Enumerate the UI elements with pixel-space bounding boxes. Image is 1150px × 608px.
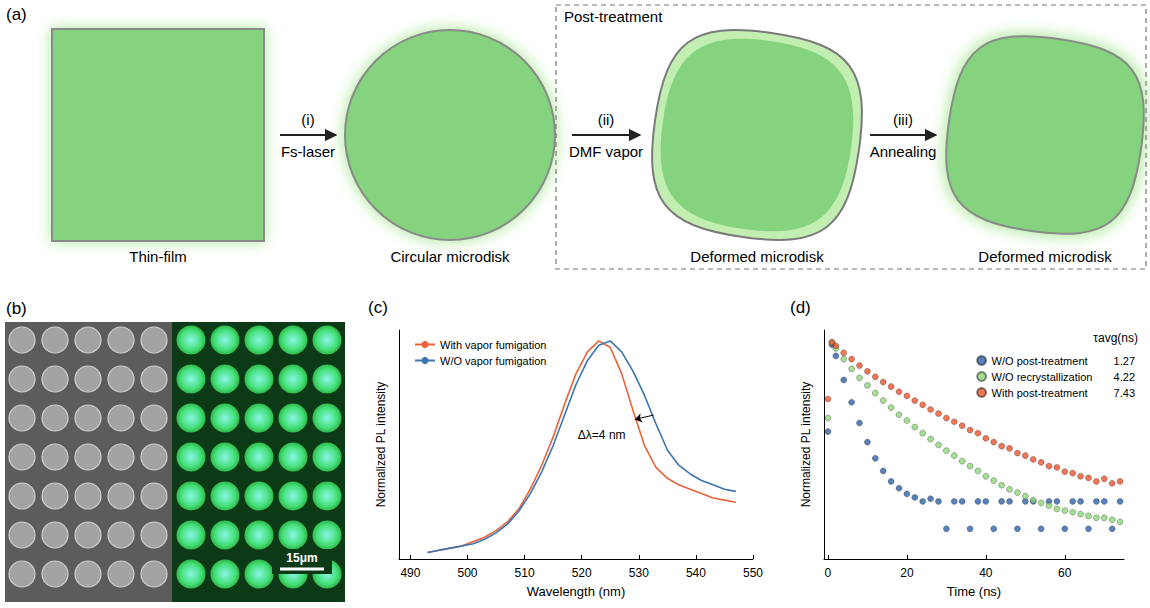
svg-text:7.43: 7.43 bbox=[1114, 387, 1135, 399]
svg-text:Deformed microdisk: Deformed microdisk bbox=[690, 248, 824, 265]
svg-text:(ii): (ii) bbox=[598, 111, 615, 128]
svg-text:W/O recrystallization: W/O recrystallization bbox=[992, 371, 1093, 383]
svg-text:(a): (a) bbox=[6, 5, 27, 24]
svg-text:550: 550 bbox=[743, 566, 763, 580]
svg-text:Δλ=4 nm: Δλ=4 nm bbox=[578, 428, 626, 442]
svg-text:40: 40 bbox=[979, 566, 993, 580]
svg-text:500: 500 bbox=[458, 566, 478, 580]
svg-text:W/O vapor fumigation: W/O vapor fumigation bbox=[440, 355, 546, 367]
svg-text:Normalized PL intensity: Normalized PL intensity bbox=[374, 382, 388, 508]
svg-text:20: 20 bbox=[900, 566, 914, 580]
svg-text:Thin-film: Thin-film bbox=[129, 248, 187, 265]
svg-text:τavg(ns): τavg(ns) bbox=[1093, 331, 1138, 345]
svg-text:Deformed microdisk: Deformed microdisk bbox=[978, 248, 1112, 265]
svg-text:0: 0 bbox=[825, 566, 832, 580]
svg-text:Post-treatment: Post-treatment bbox=[564, 8, 663, 25]
svg-text:510: 510 bbox=[515, 566, 535, 580]
svg-text:(iii): (iii) bbox=[893, 111, 913, 128]
svg-text:60: 60 bbox=[1058, 566, 1072, 580]
svg-text:Circular microdisk: Circular microdisk bbox=[390, 248, 510, 265]
svg-text:With vapor fumigation: With vapor fumigation bbox=[440, 339, 546, 351]
svg-text:540: 540 bbox=[686, 566, 706, 580]
svg-text:DMF vapor: DMF vapor bbox=[569, 143, 643, 160]
svg-text:(b): (b) bbox=[6, 299, 27, 318]
svg-text:Time (ns): Time (ns) bbox=[947, 584, 1001, 599]
html-text:(d): (d) bbox=[790, 298, 811, 317]
svg-text:520: 520 bbox=[572, 566, 592, 580]
svg-text:1.27: 1.27 bbox=[1114, 355, 1135, 367]
svg-text:530: 530 bbox=[629, 566, 649, 580]
svg-text:Normalized PL intensity: Normalized PL intensity bbox=[799, 382, 813, 508]
html-text:(c): (c) bbox=[368, 298, 388, 317]
svg-text:4.22: 4.22 bbox=[1114, 371, 1135, 383]
svg-text:Annealing: Annealing bbox=[870, 143, 937, 160]
svg-text:490: 490 bbox=[400, 566, 420, 580]
svg-text:With post-treatment: With post-treatment bbox=[992, 387, 1088, 399]
svg-text:Fs-laser: Fs-laser bbox=[281, 143, 335, 160]
svg-text:(i): (i) bbox=[301, 111, 314, 128]
svg-text:W/O post-treatment: W/O post-treatment bbox=[992, 355, 1088, 367]
svg-text:15μm: 15μm bbox=[286, 551, 317, 565]
svg-text:Wavelength (nm): Wavelength (nm) bbox=[527, 584, 626, 599]
